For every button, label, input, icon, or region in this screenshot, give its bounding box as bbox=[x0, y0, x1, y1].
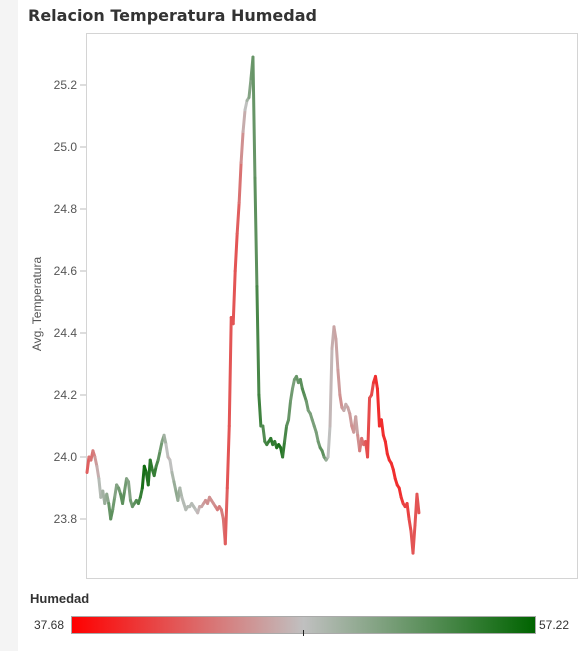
temperature-line-segment[interactable] bbox=[370, 381, 375, 397]
temperature-line-segment[interactable] bbox=[415, 492, 421, 515]
temperature-line-segment[interactable] bbox=[421, 510, 423, 519]
temperature-line-segment[interactable] bbox=[178, 486, 184, 499]
temperature-line-segment[interactable] bbox=[168, 458, 174, 474]
left-margin-shade bbox=[0, 0, 18, 651]
temperature-line-segment[interactable] bbox=[411, 523, 417, 555]
chart-title: Relacion Temperatura Humedad bbox=[28, 6, 317, 25]
legend-title: Humedad bbox=[30, 591, 90, 606]
temperature-line-segment[interactable] bbox=[328, 347, 334, 428]
temperature-line-segment[interactable] bbox=[423, 504, 425, 510]
temperature-line-segment[interactable] bbox=[237, 161, 243, 205]
temperature-line-segment[interactable] bbox=[111, 495, 117, 512]
temperature-line-segment[interactable] bbox=[243, 99, 249, 112]
temperature-line-segment[interactable] bbox=[348, 412, 354, 428]
temperature-line-segment[interactable] bbox=[375, 387, 381, 428]
temperature-line-segment[interactable] bbox=[172, 480, 178, 493]
temperature-line-segment[interactable] bbox=[338, 393, 344, 409]
legend-marker bbox=[303, 630, 304, 636]
temperature-line-segment[interactable] bbox=[366, 396, 372, 459]
legend-max-label: 57.22 bbox=[539, 618, 570, 632]
temperature-line-segment[interactable] bbox=[407, 517, 413, 533]
temperature-line-segment[interactable] bbox=[164, 443, 170, 459]
temperature-line-segment[interactable] bbox=[95, 464, 101, 481]
temperature-line-segment[interactable] bbox=[379, 418, 385, 437]
temperature-line-segment[interactable] bbox=[383, 440, 389, 456]
temperature-line-segment[interactable] bbox=[225, 424, 231, 490]
plot-area bbox=[86, 33, 578, 579]
temperature-line-segment[interactable] bbox=[281, 440, 287, 459]
y-tick-label: 23.8 bbox=[54, 512, 78, 526]
temperature-line-segment[interactable] bbox=[373, 374, 379, 391]
temperature-line-segment[interactable] bbox=[397, 486, 403, 499]
temperature-line-segment[interactable] bbox=[326, 424, 332, 459]
temperature-line-segment[interactable] bbox=[283, 424, 289, 443]
temperature-line-segment[interactable] bbox=[289, 387, 294, 403]
temperature-line-segment[interactable] bbox=[148, 458, 154, 471]
temperature-line-segment[interactable] bbox=[253, 176, 259, 288]
temperature-line-segment[interactable] bbox=[227, 316, 233, 428]
temperature-line-segment[interactable] bbox=[126, 480, 132, 502]
y-tick-label: 24.0 bbox=[54, 450, 78, 464]
temperature-line-segment[interactable] bbox=[235, 201, 241, 236]
temperature-line-segment[interactable] bbox=[290, 378, 296, 391]
temperature-line-segment[interactable] bbox=[391, 467, 397, 481]
temperature-line-segment[interactable] bbox=[223, 486, 229, 546]
temperature-line-segment[interactable] bbox=[405, 502, 411, 521]
temperature-line-segment[interactable] bbox=[105, 492, 111, 505]
temperature-line-segment[interactable] bbox=[298, 378, 304, 391]
y-tick-label: 25.0 bbox=[54, 140, 78, 154]
temperature-line-segment[interactable] bbox=[255, 285, 261, 397]
temperature-line-segment[interactable] bbox=[239, 130, 245, 164]
temperature-line-segment[interactable] bbox=[138, 486, 144, 499]
temperature-line-segment[interactable] bbox=[354, 415, 360, 437]
y-axis-label: Avg. Temperatura bbox=[30, 257, 44, 352]
temperature-line-segment[interactable] bbox=[109, 508, 115, 521]
temperature-line-segment[interactable] bbox=[332, 325, 338, 341]
temperature-line-segment[interactable] bbox=[287, 399, 293, 422]
temperature-line-segment[interactable] bbox=[219, 508, 225, 521]
y-tick-label: 24.4 bbox=[54, 326, 78, 340]
y-tick-label: 25.2 bbox=[54, 78, 78, 92]
temperature-line-segment[interactable] bbox=[93, 455, 99, 468]
temperature-line-segment[interactable] bbox=[158, 440, 164, 453]
temperature-line-segment[interactable] bbox=[314, 430, 320, 443]
temperature-line-segment[interactable] bbox=[121, 489, 127, 505]
temperature-line-segment[interactable] bbox=[231, 269, 237, 326]
temperature-line-segment[interactable] bbox=[334, 337, 340, 372]
temperature-line-segment[interactable] bbox=[170, 471, 176, 484]
temperature-line-segment[interactable] bbox=[162, 433, 168, 447]
temperature-line-segment[interactable] bbox=[241, 108, 247, 133]
temperature-line-segment[interactable] bbox=[257, 393, 263, 428]
temperature-line-segment[interactable] bbox=[156, 449, 162, 462]
legend-min-label: 37.68 bbox=[34, 618, 65, 632]
y-tick-label: 24.2 bbox=[54, 388, 78, 402]
y-tick-label: 24.8 bbox=[54, 202, 78, 216]
temperature-line-segment[interactable] bbox=[247, 77, 253, 99]
y-tick-label: 24.6 bbox=[54, 264, 78, 278]
temperature-line-segment[interactable] bbox=[233, 232, 239, 273]
temperature-line-segment[interactable] bbox=[85, 455, 91, 474]
temperature-line-segment[interactable] bbox=[336, 368, 342, 397]
temperature-line-segment[interactable] bbox=[304, 399, 310, 412]
temperature-line-segment[interactable] bbox=[251, 55, 257, 180]
temperature-line-segment[interactable] bbox=[261, 424, 267, 443]
temperature-line-segment[interactable] bbox=[152, 464, 158, 478]
